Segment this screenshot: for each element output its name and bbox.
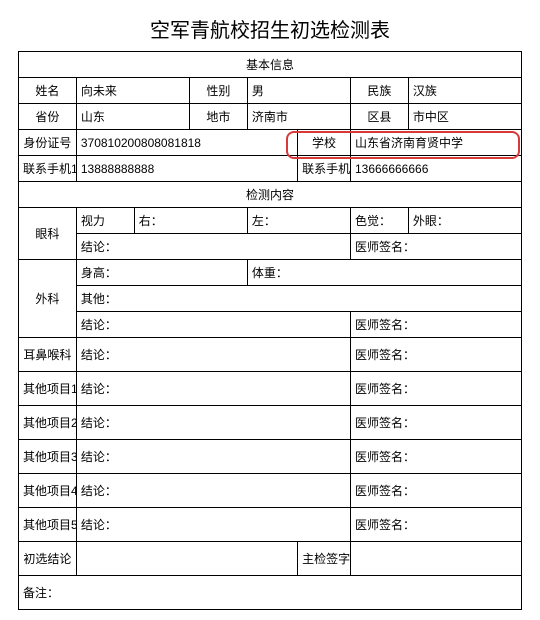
row-name: 姓名 向未来 性别 男 民族 汉族: [19, 78, 522, 104]
eye-conclusion: 结论：: [76, 234, 350, 260]
label-district: 区县: [350, 104, 408, 130]
item5-conclusion: 结论：: [76, 508, 350, 542]
item1-doctorsign: 医师签名：: [350, 372, 521, 406]
item2-doctorsign: 医师签名：: [350, 406, 521, 440]
label-item5: 其他项目5: [19, 508, 77, 542]
label-height: 身高：: [76, 260, 247, 286]
label-item1: 其他项目1: [19, 372, 77, 406]
label-eye: 眼科: [19, 208, 77, 260]
row-id-school: 身份证号 370810200808081818 学校 山东省济南育贤中学: [19, 130, 522, 156]
row-province: 省份 山东 地市 济南市 区县 市中区: [19, 104, 522, 130]
value-phone2: 13666666666: [350, 156, 521, 182]
label-weight: 体重：: [247, 260, 521, 286]
row-surgery-other: 其他：: [19, 286, 522, 312]
surgery-doctorsign: 医师签名：: [350, 312, 521, 338]
ent-doctorsign: 医师签名：: [350, 338, 521, 372]
row-prelim: 初选结论 主检签字: [19, 542, 522, 576]
label-item3: 其他项目3: [19, 440, 77, 474]
row-item4: 其他项目4 结论： 医师签名：: [19, 474, 522, 508]
label-right: 右：: [134, 208, 247, 234]
value-city: 济南市: [247, 104, 350, 130]
value-name: 向未来: [76, 78, 189, 104]
label-remark: 备注：: [19, 576, 522, 610]
value-idno: 370810200808081818: [76, 130, 297, 156]
label-ethnic: 民族: [350, 78, 408, 104]
value-phone1: 13888888888: [76, 156, 297, 182]
label-item2: 其他项目2: [19, 406, 77, 440]
row-item2: 其他项目2 结论： 医师签名：: [19, 406, 522, 440]
label-vision: 视力: [76, 208, 134, 234]
form-container: 基本信息 姓名 向未来 性别 男 民族 汉族 省份 山东 地市 济南市 区县 市…: [18, 51, 522, 610]
label-left: 左：: [247, 208, 350, 234]
value-province: 山东: [76, 104, 189, 130]
label-phone1: 联系手机1: [19, 156, 77, 182]
row-item1: 其他项目1 结论： 医师签名：: [19, 372, 522, 406]
item4-doctorsign: 医师签名：: [350, 474, 521, 508]
value-school: 山东省济南育贤中学: [350, 130, 521, 156]
label-colorvision: 色觉：: [350, 208, 408, 234]
row-surgery-hw: 外科 身高： 体重：: [19, 260, 522, 286]
item3-doctorsign: 医师签名：: [350, 440, 521, 474]
item2-conclusion: 结论：: [76, 406, 350, 440]
item1-conclusion: 结论：: [76, 372, 350, 406]
label-name: 姓名: [19, 78, 77, 104]
item5-doctorsign: 医师签名：: [350, 508, 521, 542]
value-gender: 男: [247, 78, 350, 104]
form-table: 基本信息 姓名 向未来 性别 男 民族 汉族 省份 山东 地市 济南市 区县 市…: [18, 51, 522, 610]
item3-conclusion: 结论：: [76, 440, 350, 474]
eye-doctorsign: 医师签名：: [350, 234, 521, 260]
row-eye-conclusion: 结论： 医师签名：: [19, 234, 522, 260]
label-eyelimit: 外眼：: [408, 208, 521, 234]
row-remark: 备注：: [19, 576, 522, 610]
prelim-value: [76, 542, 297, 576]
label-prelim: 初选结论: [19, 542, 77, 576]
row-item5: 其他项目5 结论： 医师签名：: [19, 508, 522, 542]
surgery-conclusion: 结论：: [76, 312, 350, 338]
label-city: 地市: [190, 104, 248, 130]
label-other: 其他：: [76, 286, 521, 312]
label-school: 学校: [298, 130, 351, 156]
chiefsign-value: [350, 542, 521, 576]
value-ethnic: 汉族: [408, 78, 521, 104]
label-item4: 其他项目4: [19, 474, 77, 508]
row-ent: 耳鼻喉科 结论： 医师签名：: [19, 338, 522, 372]
label-idno: 身份证号: [19, 130, 77, 156]
label-province: 省份: [19, 104, 77, 130]
ent-conclusion: 结论：: [76, 338, 350, 372]
row-item3: 其他项目3 结论： 医师签名：: [19, 440, 522, 474]
label-surgery: 外科: [19, 260, 77, 338]
label-chiefsign: 主检签字: [298, 542, 351, 576]
label-phone2: 联系手机2: [298, 156, 351, 182]
page-title: 空军青航校招生初选检测表: [18, 14, 522, 43]
row-eye-vision: 眼科 视力 右： 左： 色觉： 外眼：: [19, 208, 522, 234]
item4-conclusion: 结论：: [76, 474, 350, 508]
row-surgery-conclusion: 结论： 医师签名：: [19, 312, 522, 338]
label-ent: 耳鼻喉科: [19, 338, 77, 372]
value-district: 市中区: [408, 104, 521, 130]
section-basic: 基本信息: [19, 52, 522, 78]
row-phones: 联系手机1 13888888888 联系手机2 13666666666: [19, 156, 522, 182]
section-exam: 检测内容: [19, 182, 522, 208]
label-gender: 性别: [190, 78, 248, 104]
